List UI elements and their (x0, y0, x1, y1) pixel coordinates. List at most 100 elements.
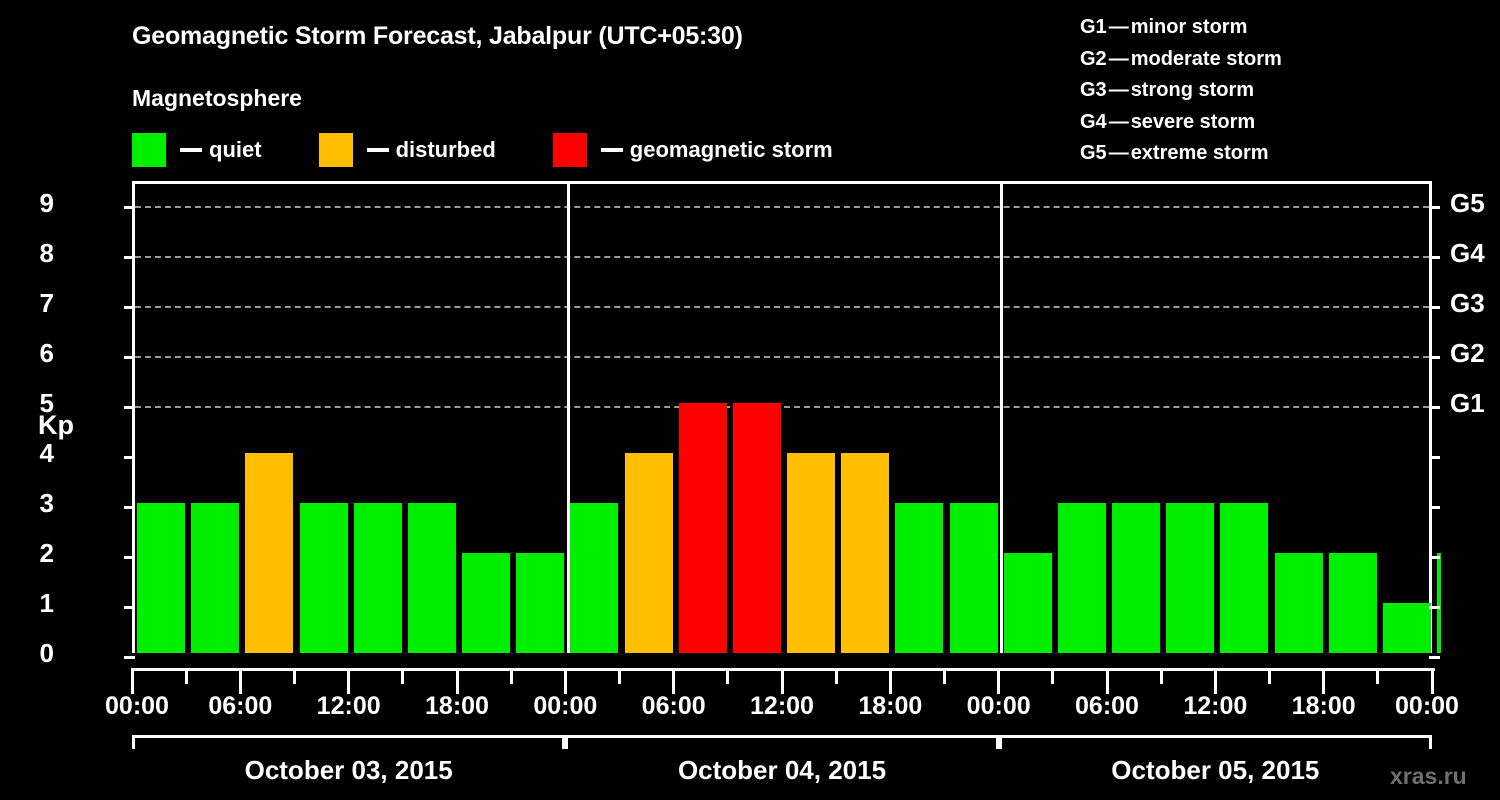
page-title: Geomagnetic Storm Forecast, Jabalpur (UT… (132, 22, 743, 50)
gscale-item-g1: G1— minor storm (1060, 12, 1480, 44)
x-tick-18 (1105, 668, 1109, 694)
legend-dash-icon (180, 148, 202, 152)
day-label-1: October 03, 2015 (244, 755, 453, 785)
bar (841, 453, 890, 653)
bar (299, 503, 348, 653)
bar (1328, 553, 1377, 653)
x-tick-9 (618, 668, 621, 684)
y-tick-right-7 (1429, 306, 1440, 310)
gscale-item-g4: G4— severe storm (1060, 107, 1480, 139)
x-axis-label-6: 12:00 (750, 692, 814, 720)
y-axis-label-1: 1 (39, 588, 54, 619)
x-axis-label-7: 18:00 (858, 692, 923, 720)
legend-item-disturbed: disturbed (318, 132, 496, 168)
subtitle: Magnetosphere (132, 85, 302, 111)
g-axis-label-g4: G4 (1450, 238, 1485, 269)
gscale-dash-icon: — (1108, 16, 1129, 38)
x-tick-3 (293, 668, 296, 684)
gridline-kp-8 (135, 256, 1429, 259)
x-tick-0 (130, 668, 134, 694)
y-axis-label-9: 9 (39, 188, 54, 219)
legend-label-quiet: quiet (209, 137, 262, 162)
y-tick-3 (124, 506, 135, 510)
legend-swatch-disturbed (318, 133, 353, 167)
gscale-desc-g4: severe storm (1130, 110, 1256, 133)
y-tick-right-9 (1429, 206, 1440, 210)
bar (1003, 553, 1052, 653)
legend-label-storm: geomagnetic storm (629, 137, 833, 162)
day-separator-2 (1000, 184, 1004, 653)
day-bracket-3 (998, 735, 1432, 749)
x-tick-6 (455, 668, 459, 694)
watermark: xras.ru (1390, 763, 1467, 789)
g-axis-label-g2: G2 (1450, 338, 1485, 369)
y-tick-right-0 (1429, 656, 1440, 659)
y-axis-label-0: 0 (39, 638, 54, 668)
gscale-code-g2: G2 (1080, 47, 1107, 70)
x-tick-17 (1051, 668, 1055, 684)
legend-item-quiet: quiet (132, 132, 262, 168)
y-tick-9 (124, 206, 135, 210)
bar (1382, 603, 1431, 653)
bar (1274, 553, 1323, 653)
y-tick-6 (124, 356, 135, 360)
g-axis-label-g3: G3 (1450, 288, 1485, 319)
legend-dash-icon (366, 148, 389, 152)
x-tick-19 (1159, 668, 1163, 684)
legend-item-geomagnetic-storm: geomagnetic storm (552, 132, 833, 168)
y-tick-8 (124, 256, 135, 260)
x-axis-label-3: 18:00 (425, 692, 489, 720)
gscale-item-g2: G2— moderate storm (1060, 44, 1480, 76)
x-axis-label-11: 18:00 (1291, 692, 1356, 720)
x-tick-13 (834, 668, 838, 684)
x-axis-label-9: 06:00 (1075, 692, 1139, 720)
gscale-dash-icon: — (1108, 79, 1129, 101)
y-tick-1 (124, 606, 135, 610)
plot-area (124, 181, 1441, 659)
gscale-code-g5: G5 (1080, 142, 1107, 164)
legend-label-disturbed: disturbed (395, 137, 496, 162)
y-tick-7 (124, 306, 135, 310)
day-label-3: October 05, 2015 (1111, 755, 1320, 785)
bar (1112, 503, 1161, 653)
y-tick-right-6 (1429, 356, 1440, 360)
bar (353, 503, 402, 653)
bar (678, 403, 727, 653)
y-tick-2 (124, 556, 135, 560)
gscale-item-g3: G3— strong storm (1060, 75, 1480, 107)
day-label-2: October 04, 2015 (677, 755, 887, 785)
y-tick-right-3 (1429, 506, 1440, 510)
y-tick-4 (124, 456, 135, 460)
bar (787, 453, 836, 653)
x-tick-1 (184, 668, 188, 684)
x-tick-5 (401, 668, 405, 684)
y-tick-right-4 (1429, 456, 1440, 460)
color-legend: quiet disturbed geomagnetic storm (132, 132, 833, 168)
gscale-dash-icon: — (1108, 110, 1129, 133)
x-tick-15 (943, 668, 946, 684)
bar (407, 503, 456, 653)
gscale-desc-g3: strong storm (1130, 79, 1255, 101)
y-tick-right-5 (1429, 406, 1440, 410)
bar (949, 503, 998, 653)
legend-swatch-storm (552, 133, 587, 167)
y-tick-5 (124, 406, 135, 410)
gridline-kp-6 (135, 356, 1429, 359)
y-axis-label-3: 3 (39, 488, 54, 519)
gscale-item-g5: G5— extreme storm (1060, 138, 1480, 170)
gridline-kp-5 (135, 406, 1429, 409)
bar (462, 553, 511, 653)
x-tick-24 (1430, 668, 1434, 694)
g-axis-label-g1: G1 (1450, 388, 1485, 419)
x-axis-label-10: 12:00 (1183, 692, 1248, 720)
gscale-dash-icon: — (1108, 47, 1129, 70)
bar (624, 453, 673, 653)
y-axis-label-8: 8 (39, 238, 54, 269)
bar (516, 553, 565, 653)
gscale-desc-g1: minor storm (1130, 16, 1248, 38)
bar (1057, 503, 1106, 653)
day-bracket-2 (565, 735, 999, 749)
bar (1437, 553, 1441, 653)
x-tick-20 (1213, 668, 1217, 694)
y-axis-label-7: 7 (39, 288, 54, 319)
